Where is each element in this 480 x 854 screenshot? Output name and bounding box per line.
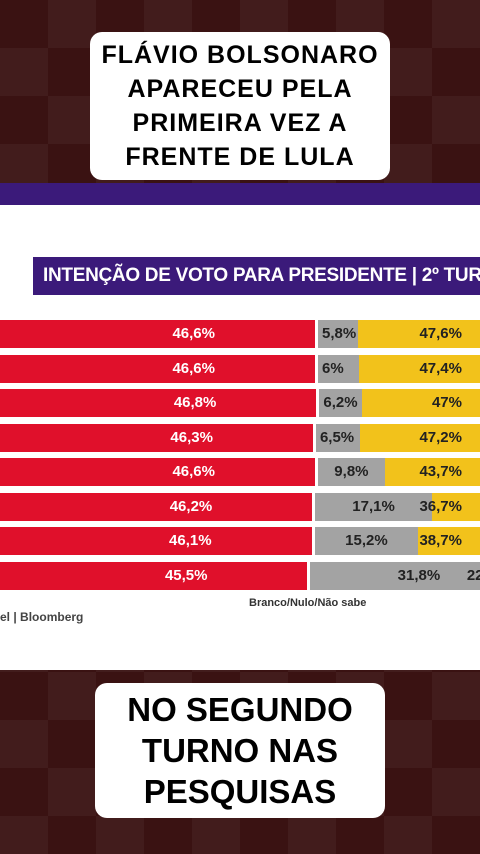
bar-segment-red: 46,8% xyxy=(0,389,317,417)
bar-label-branco: 5,8% xyxy=(322,325,357,342)
bar-label-red: 46,6% xyxy=(172,463,215,480)
bar-segment-red: 46,6% xyxy=(0,458,315,486)
bar-segment-yellow: 43,7% xyxy=(384,458,480,486)
bar-segment-yellow: 47% xyxy=(361,389,480,417)
bar-segment-branco: 15,2% xyxy=(314,527,419,555)
bar-segment-branco: 17,1% xyxy=(315,492,432,521)
bar-label-yellow: 36,7% xyxy=(419,497,462,515)
bar-row: 46,6% 6% 47,4% xyxy=(0,354,480,383)
bar-row: 46,2% 17,1% 36,7% xyxy=(0,492,480,521)
bar-label-red: 46,3% xyxy=(170,428,213,446)
bar-row: 45,5% 31,8% 22,7% xyxy=(0,561,480,590)
bar-segment-yellow: 47,4% xyxy=(358,354,480,383)
bar-segment-red: 46,1% xyxy=(0,527,312,555)
chart-title: INTENÇÃO DE VOTO PARA PRESIDENTE | 2º TU… xyxy=(33,257,480,295)
bar-label-branco: 15,2% xyxy=(345,532,388,549)
top-caption: FLÁVIO BOLSONARO APARECEU PELA PRIMEIRA … xyxy=(90,32,390,180)
bar-row: 46,8% 6,2% 47% xyxy=(0,389,480,417)
bar-segment-yellow: 47,6% xyxy=(357,320,480,348)
bar-label-red: 45,5% xyxy=(164,566,208,584)
bar-row: 46,6% 5,8% 47,6% xyxy=(0,320,480,348)
bar-row: 46,6% 9,8% 43,7% xyxy=(0,458,480,486)
bar-segment-red: 46,6% xyxy=(0,354,315,383)
bar-label-yellow: 43,7% xyxy=(419,463,462,480)
bar-label-yellow: 47,4% xyxy=(419,359,462,377)
bar-label-red: 46,1% xyxy=(169,532,212,549)
bar-label-branco: 6% xyxy=(322,359,344,377)
header-strip xyxy=(0,183,480,205)
bar-row: 46,3% 6,5% 47,2% xyxy=(0,423,480,452)
bar-segment-yellow: 36,7% xyxy=(419,492,480,521)
bar-label-red: 46,6% xyxy=(172,359,215,377)
bar-segment-red: 46,6% xyxy=(0,320,315,348)
bar-label-branco: 31,8% xyxy=(397,566,441,584)
bar-segment-branco: 6% xyxy=(318,354,359,383)
bar-segment-red: 46,2% xyxy=(0,492,313,521)
bar-label-branco: 9,8% xyxy=(334,463,369,480)
bar-row: 46,1% 15,2% 38,7% xyxy=(0,527,480,555)
bar-segment-branco: 5,8% xyxy=(318,320,358,348)
bar-segment-red: 46,3% xyxy=(0,423,313,452)
bar-label-branco: 6,2% xyxy=(323,394,358,411)
bar-label-yellow: 22,7% xyxy=(466,566,480,584)
bar-label-yellow: 38,7% xyxy=(419,532,462,549)
bar-label-yellow: 47% xyxy=(431,394,462,411)
legend-branco: Branco/Nulo/Não sabe xyxy=(249,597,367,609)
bar-segment-red: 45,5% xyxy=(0,561,308,590)
bar-label-red: 46,6% xyxy=(172,325,215,342)
bar-label-branco: 17,1% xyxy=(352,497,395,515)
bar-label-yellow: 47,2% xyxy=(419,428,462,446)
bar-segment-branco: 9,8% xyxy=(318,458,385,486)
bottom-caption: NO SEGUNDO TURNO NAS PESQUISAS xyxy=(95,683,385,818)
bar-label-red: 46,8% xyxy=(173,394,217,411)
bar-label-yellow: 47,6% xyxy=(419,325,462,342)
bar-segment-branco: 6,5% xyxy=(315,423,361,452)
bar-label-red: 46,2% xyxy=(169,497,213,515)
bar-segment-branco: 6,2% xyxy=(319,389,362,417)
bar-segment-branco: 31,8% xyxy=(310,561,480,590)
bar-label-branco: 6,5% xyxy=(319,428,355,446)
poll-chart: INTENÇÃO DE VOTO PARA PRESIDENTE | 2º TU… xyxy=(0,183,480,670)
bar-segment-yellow: 47,2% xyxy=(360,423,480,452)
bar-segment-yellow: 38,7% xyxy=(418,527,480,555)
source-credit: el | Bloomberg xyxy=(0,610,84,624)
